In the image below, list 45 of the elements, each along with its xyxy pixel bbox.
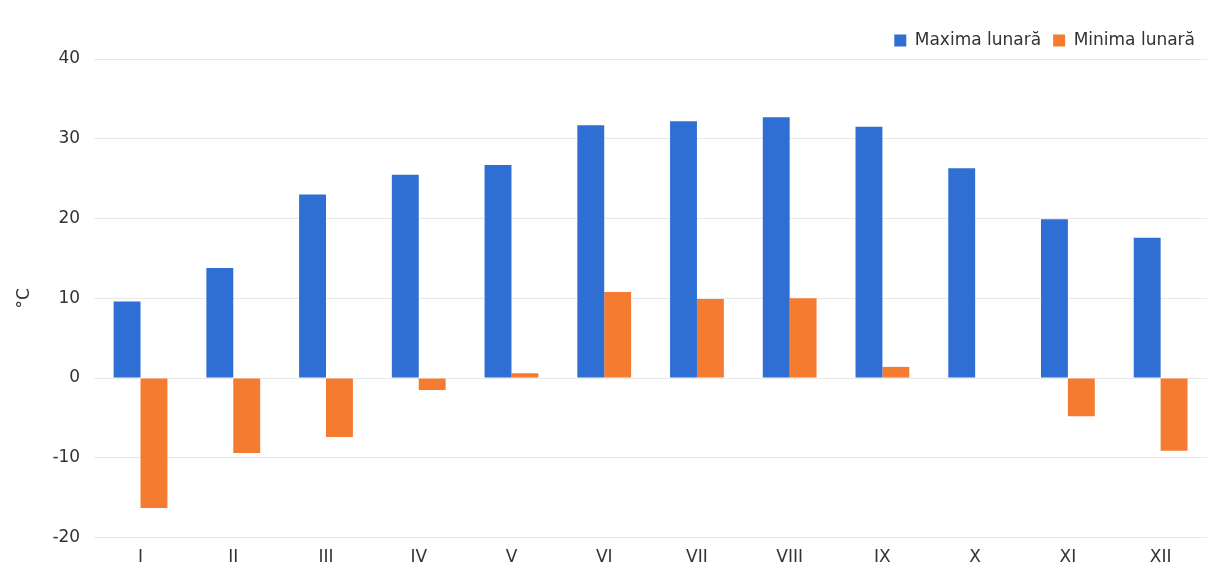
bar <box>696 299 724 378</box>
y-tick-label: -10 <box>52 446 81 467</box>
x-tick-label: II <box>228 546 239 567</box>
bar <box>1041 219 1068 378</box>
x-tick-label: III <box>318 546 334 567</box>
bar <box>140 378 168 509</box>
bar <box>789 298 817 378</box>
legend-label: Minima lunară <box>1073 28 1196 49</box>
y-tick-label: 0 <box>69 366 81 387</box>
bar <box>948 168 976 378</box>
x-tick-label: VII <box>686 546 708 567</box>
x-tick-label: IX <box>874 546 892 567</box>
y-tick-label: 20 <box>58 206 81 227</box>
bar <box>604 291 632 378</box>
bar <box>882 366 910 378</box>
x-tick-label: XII <box>1149 546 1172 567</box>
legend-label: Maxima lunară <box>914 28 1042 49</box>
bar <box>299 194 327 378</box>
x-tick-label: IV <box>410 546 428 567</box>
bar <box>113 301 141 378</box>
bar <box>233 378 261 454</box>
bar <box>418 378 446 391</box>
y-tick-label: 40 <box>58 47 81 68</box>
x-tick-label: XI <box>1059 546 1077 567</box>
bar <box>670 121 697 378</box>
y-tick-label: 30 <box>58 127 81 148</box>
bar <box>762 117 790 378</box>
x-tick-label: V <box>505 546 518 567</box>
x-tick-label: VIII <box>776 546 804 567</box>
bar <box>1133 237 1161 378</box>
bar <box>855 126 883 378</box>
bar <box>577 125 605 378</box>
bar <box>1067 378 1095 417</box>
x-tick-label: VI <box>595 546 613 567</box>
bar <box>1160 378 1188 451</box>
x-tick-label: X <box>969 546 982 567</box>
x-tick-label: I <box>138 546 144 567</box>
bar <box>511 373 539 378</box>
bar <box>206 267 234 378</box>
y-tick-label: 10 <box>58 286 81 307</box>
bar <box>326 378 353 438</box>
bar <box>484 165 512 378</box>
y-axis-title: °C <box>12 288 33 309</box>
bar <box>391 174 419 378</box>
y-tick-label: -20 <box>52 526 81 547</box>
